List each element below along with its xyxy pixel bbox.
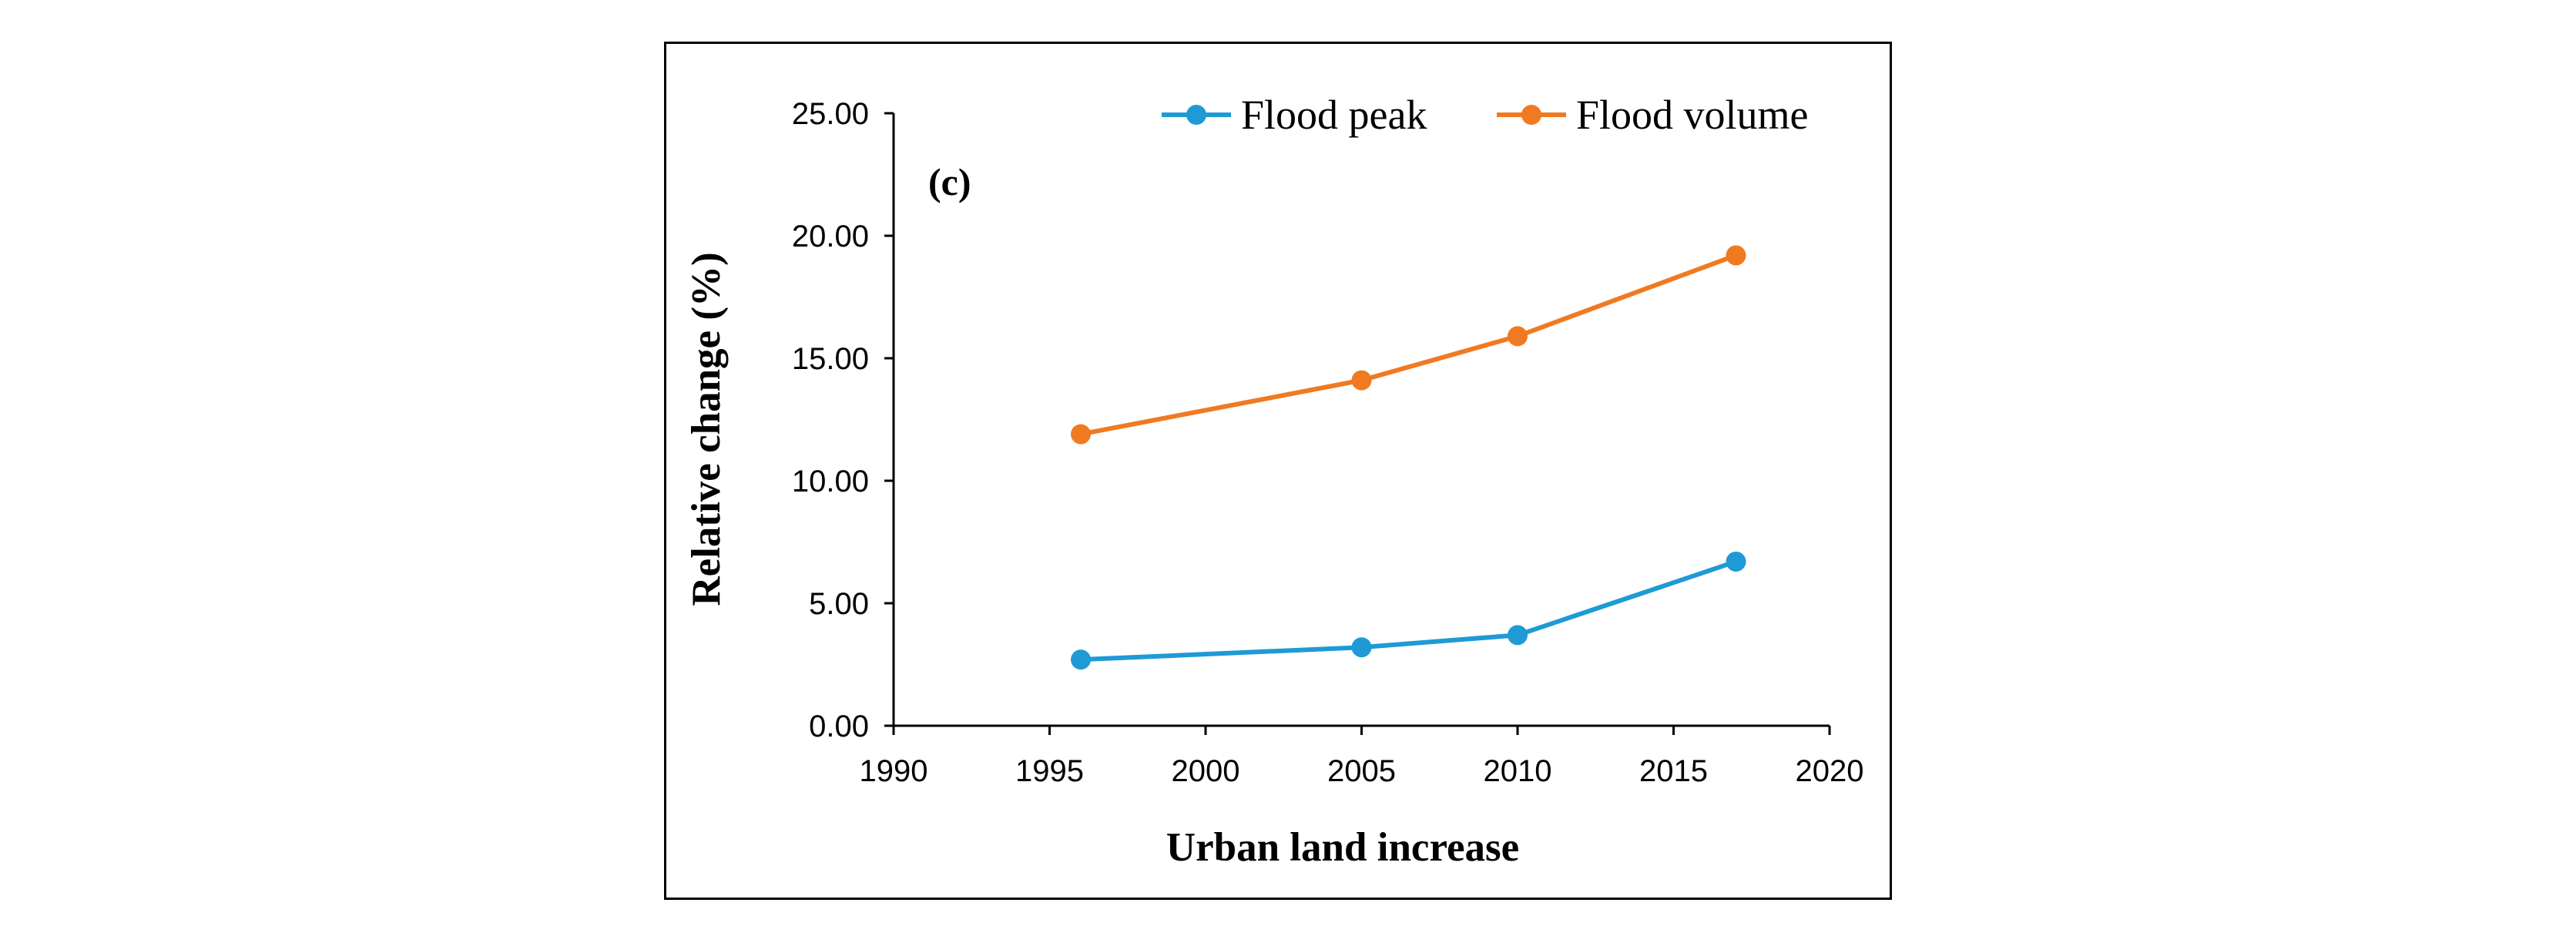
data-point-flood-peak	[1508, 625, 1528, 646]
y-tick-label: 0.00	[809, 710, 869, 743]
data-point-flood-peak	[1071, 649, 1091, 670]
legend-label-flood-peak: Flood peak	[1241, 92, 1427, 138]
y-tick-label: 20.00	[792, 220, 869, 253]
x-tick-label: 1990	[860, 754, 928, 788]
panel-label: (c)	[928, 160, 971, 203]
y-tick-label: 15.00	[792, 342, 869, 376]
data-point-flood-volume	[1508, 326, 1528, 347]
data-point-flood-volume	[1071, 424, 1091, 445]
series-line-flood-volume	[1080, 253, 1737, 437]
data-point-flood-peak	[1726, 551, 1746, 572]
legend-marker-flood-peak	[1186, 105, 1206, 125]
x-tick-label: 2015	[1639, 754, 1708, 788]
data-point-flood-volume	[1351, 370, 1372, 391]
x-tick-label: 1995	[1015, 754, 1084, 788]
legend-marker-flood-volume	[1521, 105, 1541, 125]
y-tick-label: 25.00	[792, 97, 869, 131]
data-point-flood-peak	[1351, 637, 1372, 658]
x-tick-label: 2000	[1172, 754, 1240, 788]
series-line-flood-peak	[1080, 559, 1737, 663]
y-axis-title: Relative change (%)	[684, 252, 729, 606]
y-tick-label: 10.00	[792, 465, 869, 498]
y-tick-label: 5.00	[809, 587, 869, 621]
chart-figure: 1990 1995 2000 2005 2010 2015 2020 0.00 5.00 10.0…	[664, 42, 1892, 900]
x-tick-label: 2010	[1484, 754, 1552, 788]
x-tick-label: 2020	[1796, 754, 1864, 788]
x-tick-label: 2005	[1327, 754, 1396, 788]
chart-svg: 1990 1995 2000 2005 2010 2015 2020 0.00 5.00 10.0…	[684, 92, 1864, 870]
x-axis-title: Urban land increase	[1166, 825, 1519, 870]
legend-label-flood-volume: Flood volume	[1576, 92, 1809, 138]
data-point-flood-volume	[1726, 245, 1746, 266]
